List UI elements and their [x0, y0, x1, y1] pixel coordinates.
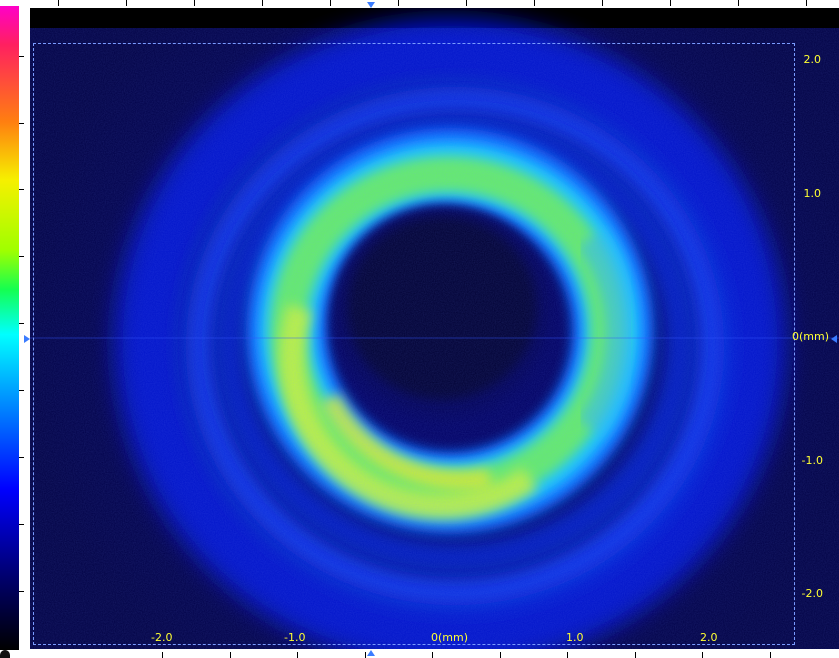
- ruler-tick: [670, 0, 671, 6]
- ruler-tick: [19, 457, 24, 458]
- ruler-tick: [702, 652, 703, 658]
- bottom-crosshair-marker-icon[interactable]: [367, 650, 375, 656]
- ruler-tick: [432, 652, 433, 658]
- ruler-tick: [398, 0, 399, 6]
- ruler-tick: [19, 123, 24, 124]
- x-axis-label: 1.0: [566, 631, 584, 644]
- left-ruler: [19, 6, 30, 650]
- top-crosshair-marker-icon[interactable]: [367, 2, 375, 8]
- ruler-tick: [534, 0, 535, 6]
- y-axis-label: -2.0: [801, 587, 823, 600]
- ruler-tick: [126, 0, 127, 6]
- ruler-tick: [19, 56, 24, 57]
- ruler-tick: [738, 0, 739, 6]
- bottom-ruler: [30, 649, 839, 658]
- beam-profile-image[interactable]: 2.0 1.0 0(mm) -1.0 -2.0 -2.0 -1.0 0(mm) …: [30, 8, 839, 649]
- y-axis-label: -1.0: [801, 454, 823, 467]
- y-axis-label: 2.0: [803, 53, 822, 66]
- ruler-tick: [365, 652, 366, 658]
- ruler-tick: [19, 323, 24, 324]
- ruler-tick: [162, 652, 163, 658]
- ruler-tick: [19, 256, 24, 257]
- corner-circle-icon: [0, 650, 10, 658]
- right-crosshair-marker-icon[interactable]: [831, 335, 837, 343]
- ruler-tick: [770, 652, 771, 658]
- ruler-tick: [58, 0, 59, 6]
- ruler-tick: [635, 652, 636, 658]
- color-scale-bar: [0, 6, 19, 650]
- ruler-tick: [330, 0, 331, 6]
- x-axis-label: 2.0: [700, 631, 718, 644]
- ruler-tick: [806, 0, 807, 6]
- ruler-tick: [567, 652, 568, 658]
- ruler-tick: [19, 189, 24, 190]
- top-ruler: [30, 0, 839, 8]
- ruler-tick: [466, 0, 467, 6]
- ruler-tick: [19, 524, 24, 525]
- x-axis-label: -2.0: [151, 631, 173, 644]
- beam-profile-svg: [30, 8, 839, 649]
- y-axis-label: 0(mm): [791, 330, 829, 343]
- y-axis-label: 1.0: [803, 187, 822, 200]
- ruler-tick: [262, 0, 263, 6]
- x-axis-label: -1.0: [284, 631, 306, 644]
- left-crosshair-marker-icon[interactable]: [24, 335, 30, 343]
- ruler-tick: [602, 0, 603, 6]
- ruler-tick: [500, 652, 501, 658]
- ruler-tick: [194, 0, 195, 6]
- ruler-tick: [230, 652, 231, 658]
- ruler-tick: [19, 390, 24, 391]
- x-axis-label: 0(mm): [431, 631, 469, 644]
- ruler-tick: [297, 652, 298, 658]
- ruler-tick: [19, 591, 24, 592]
